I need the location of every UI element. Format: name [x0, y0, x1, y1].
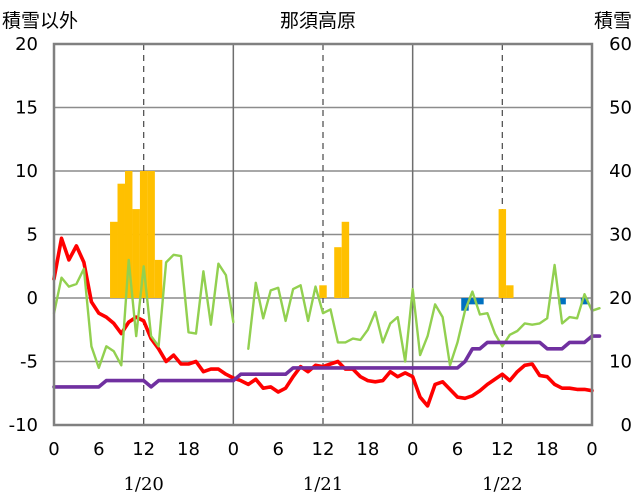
- x-tick-label: 12: [132, 439, 155, 460]
- left-tick-label: 20: [15, 34, 38, 55]
- x-tick-label: 6: [272, 439, 283, 460]
- left-tick-label: -5: [20, 352, 38, 373]
- right-tick-labels: 60 50 40 30 20 10 0: [609, 34, 632, 436]
- x-tick-label: 0: [228, 439, 239, 460]
- x-tick-label: 6: [93, 439, 104, 460]
- precip-bar: [117, 183, 125, 298]
- date-labels: 1/20 1/21 1/22: [123, 474, 522, 495]
- snow-change-bar: [476, 298, 484, 305]
- right-tick-label: 0: [621, 415, 632, 436]
- x-tick-label: 0: [48, 439, 59, 460]
- date-label: 1/22: [482, 474, 522, 495]
- precip-bar: [506, 285, 514, 298]
- x-tick-label: 0: [407, 439, 418, 460]
- left-tick-label: -10: [9, 415, 38, 436]
- snow-change-bars: [461, 298, 589, 311]
- precip-bar: [110, 221, 118, 298]
- series-lines: [52, 236, 602, 408]
- right-tick-label: 10: [609, 352, 632, 373]
- precip-bar: [147, 171, 155, 298]
- snow-change-bar: [468, 298, 477, 305]
- precip-bar: [498, 209, 507, 298]
- right-tick-label: 30: [609, 225, 632, 246]
- left-tick-label: 5: [27, 225, 38, 246]
- left-tick-label: 15: [15, 98, 38, 119]
- x-tick-label: 0: [586, 439, 597, 460]
- precipitation-bars: [110, 171, 514, 298]
- x-tick-labels: 0 6 12 18 0 6 12 18 0 6 12 18 0: [48, 439, 597, 460]
- right-axis-label: 積雪: [594, 10, 632, 32]
- precip-bar: [319, 285, 327, 298]
- date-label: 1/21: [303, 474, 343, 495]
- x-tick-label: 18: [177, 439, 200, 460]
- plot-frame: [52, 42, 594, 427]
- right-tick-label: 60: [609, 34, 632, 55]
- series-line-3: [52, 334, 602, 389]
- left-axis-label: 積雪以外: [2, 10, 78, 32]
- series-line-2: [52, 253, 601, 370]
- date-label: 1/20: [123, 474, 163, 495]
- snow-change-bar: [558, 298, 566, 305]
- x-tick-label: 6: [452, 439, 463, 460]
- right-tick-label: 40: [609, 161, 632, 182]
- precip-bar: [341, 221, 350, 298]
- right-tick-label: 50: [609, 98, 632, 119]
- precip-bar: [154, 259, 163, 298]
- left-tick-label: 0: [27, 288, 38, 309]
- precip-bar: [132, 209, 140, 298]
- x-tick-label: 18: [536, 439, 559, 460]
- left-tick-label: 10: [15, 161, 38, 182]
- precip-bar: [139, 171, 148, 298]
- x-tick-label: 18: [356, 439, 379, 460]
- precip-bar: [334, 247, 342, 298]
- precip-bar: [124, 171, 133, 298]
- right-tick-label: 20: [609, 288, 632, 309]
- x-tick-label: 12: [312, 439, 335, 460]
- left-tick-labels: 20 15 10 5 0 -5 -10: [9, 34, 38, 436]
- snow-change-bar: [461, 298, 469, 311]
- snow-change-bar: [580, 298, 589, 305]
- chart-title: 那須高原: [280, 10, 356, 32]
- x-tick-label: 12: [491, 439, 514, 460]
